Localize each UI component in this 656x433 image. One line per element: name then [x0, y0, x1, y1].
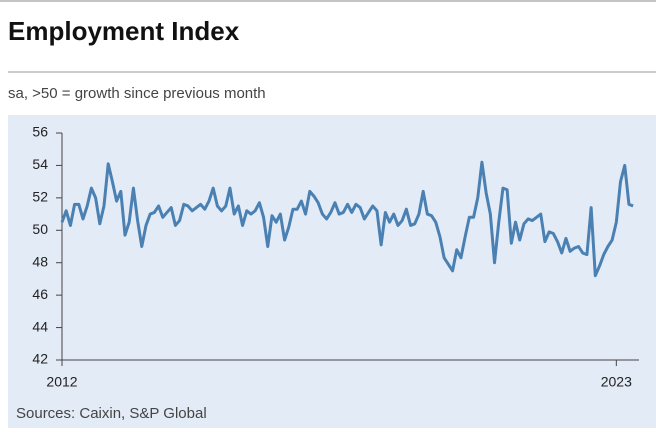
y-tick-label: 56 — [32, 124, 48, 140]
x-tick-label: 2012 — [46, 374, 77, 390]
y-tick-label: 54 — [32, 156, 48, 172]
x-tick-label: 2023 — [601, 374, 632, 390]
y-tick-label: 48 — [32, 253, 48, 269]
plot: 42 44 46 48 50 52 54 56 2012 2023 — [32, 124, 639, 390]
chart-title: Employment Index — [8, 16, 240, 46]
y-tick-label: 44 — [32, 318, 48, 334]
subtitle: sa, >50 = growth since previous month — [8, 85, 266, 102]
y-tick-label: 42 — [32, 351, 48, 367]
y-tick-label: 50 — [32, 221, 48, 237]
y-tick-label: 52 — [32, 189, 48, 205]
y-tick-label: 46 — [32, 286, 48, 302]
line-series — [60, 160, 634, 278]
source: Sources: Caixin, S&P Global — [16, 405, 207, 422]
plot-background — [8, 115, 656, 428]
